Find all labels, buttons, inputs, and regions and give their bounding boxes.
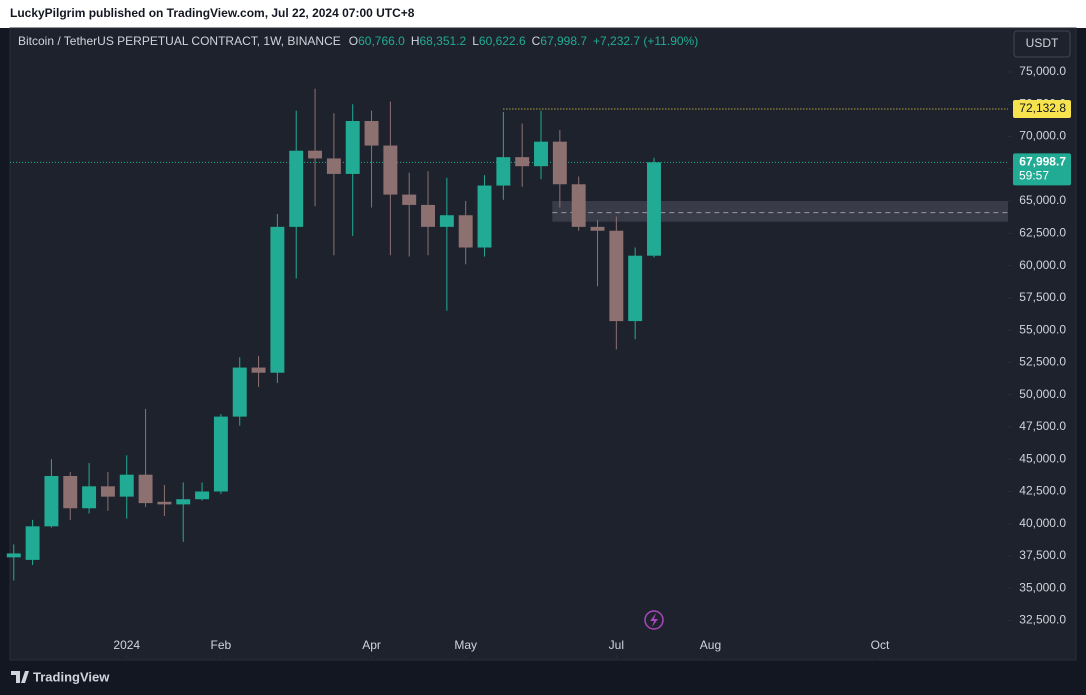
ohlc-key: C [532,34,541,48]
chart-panel [9,27,1077,661]
last-price-box [1013,153,1071,186]
symbol-info: Bitcoin / TetherUS PERPETUAL CONTRACT, 1… [18,34,698,48]
publish-header: LuckyPilgrim published on TradingView.co… [10,6,415,20]
candle-body [421,204,435,227]
candle-body [439,215,454,227]
candle-body [345,121,360,174]
y-tick-label: 35,000.0 [1019,580,1066,594]
candle-body [25,526,40,560]
candle-body [477,185,492,248]
candle-body [571,184,586,227]
candle-body [628,255,643,322]
symbol-title: Bitcoin / TetherUS PERPETUAL CONTRACT, 1… [18,34,341,48]
y-tick-label: 52,500.0 [1019,355,1066,369]
y-tick-label: 62,500.0 [1019,225,1066,239]
y-tick-label: 32,500.0 [1019,613,1066,627]
candle-body [647,162,661,256]
candle-body [458,215,473,248]
candle-body [590,226,605,231]
candle-body [119,474,134,497]
y-tick-label: 75,000.0 [1019,64,1066,78]
candle-body [289,150,304,227]
currency-button[interactable] [1013,30,1071,58]
y-tick-label: 37,500.0 [1019,548,1066,562]
candle-body [82,486,97,509]
x-tick-label: Feb [211,638,232,652]
candle-body [157,501,172,505]
candle-body [195,491,210,500]
y-tick-label: 40,000.0 [1019,516,1066,530]
countdown: 59:57 [1019,169,1049,183]
ohlc-key: L [472,34,479,48]
alert-icon[interactable] [644,610,664,630]
y-tick-label: 60,000.0 [1019,258,1066,272]
logo-mark [11,671,29,683]
change: +7,232.7 (+11.90%) [593,34,698,48]
candle-body [138,474,153,504]
candle-body [44,475,59,527]
ohlc-key: H [411,34,420,48]
x-tick-label: Apr [362,638,381,652]
candle-body [534,141,548,167]
high-price-label: 72,132.8 [1019,101,1066,115]
x-tick-label: May [454,638,477,652]
candle-body [496,157,511,186]
y-tick-label: 47,500.0 [1019,419,1066,433]
ohlc-value: 67,998.7 [540,34,587,48]
last-price-label: 67,998.7 [1019,155,1066,169]
candle-body [515,157,530,167]
candle-body [609,230,624,322]
candle-body [213,416,228,492]
x-tick-label: Aug [700,638,721,652]
header-bar [0,0,1086,28]
y-tick-label: 55,000.0 [1019,322,1066,336]
y-tick-label: 65,000.0 [1019,193,1066,207]
candle-body [383,145,398,195]
x-tick-label: 2024 [113,638,140,652]
candle-body [270,226,285,373]
candle-body [326,158,341,174]
y-tick-label: 57,500.0 [1019,290,1066,304]
alert-bolt[interactable] [650,613,658,627]
zone [552,201,1008,222]
candle-body [308,150,323,159]
x-tick-label: Oct [871,638,890,652]
candle-body [63,475,78,509]
logo: TradingView [11,669,110,684]
ohlc-value: 60,622.6 [479,34,526,48]
candle-body [251,367,266,373]
candle-body [176,499,191,505]
y-tick-label: 50,000.0 [1019,387,1066,401]
candle-body [232,367,247,417]
footer-brand: TradingView [33,669,110,684]
candle-body [6,553,21,558]
candle-body [100,486,115,497]
ohlc-value: 68,351.2 [420,34,467,48]
y-tick-label: 42,500.0 [1019,484,1066,498]
high-price-box [1013,99,1071,118]
currency[interactable]: USDT [1026,36,1059,50]
ohlc-key: O [349,34,358,48]
y-tick-label: 70,000.0 [1019,129,1066,143]
candle-body [364,121,379,146]
ohlc-value: 60,766.0 [358,34,405,48]
alert-circle[interactable] [644,610,664,630]
x-tick-label: Jul [609,638,624,652]
candle-body [552,141,567,185]
y-tick-label: 45,000.0 [1019,451,1066,465]
candle-body [402,194,417,205]
